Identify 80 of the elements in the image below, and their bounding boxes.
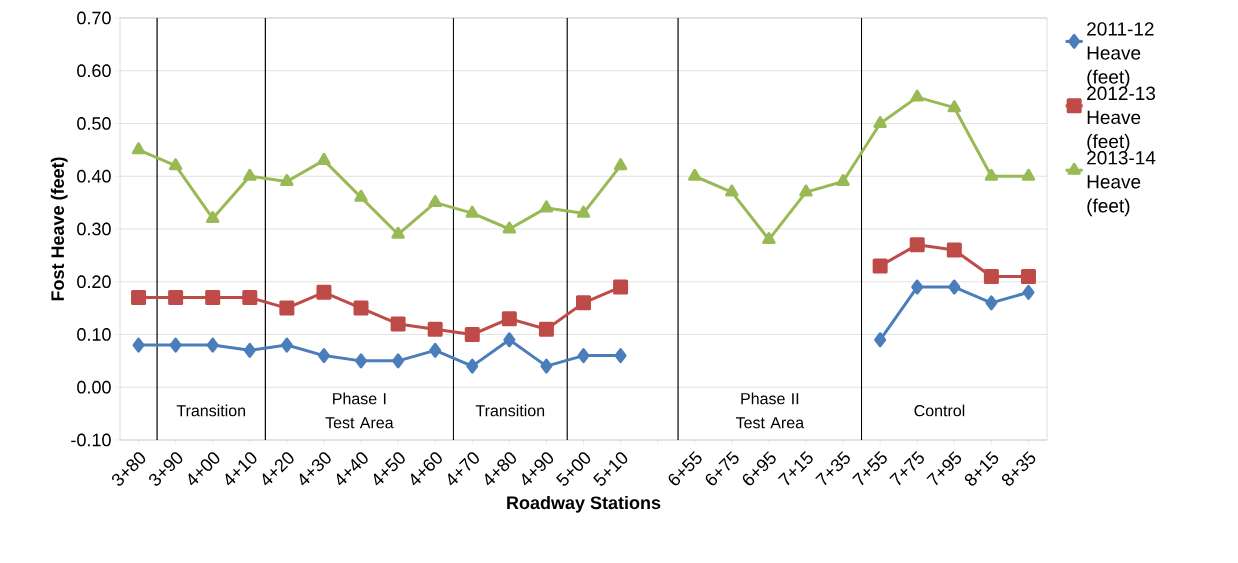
- point: [242, 290, 258, 306]
- point: [1020, 268, 1036, 284]
- point: [576, 205, 591, 218]
- point: [206, 337, 219, 353]
- point: [540, 358, 553, 374]
- point: [688, 168, 702, 181]
- point: [317, 152, 331, 165]
- point: [948, 279, 961, 295]
- point: [503, 332, 516, 348]
- point: [317, 348, 330, 364]
- point: [577, 348, 590, 364]
- point: [613, 279, 629, 295]
- point: [502, 221, 517, 234]
- point: [206, 210, 220, 223]
- legend-label: 2013-14 Heave (feet): [1087, 151, 1156, 217]
- point: [280, 174, 294, 187]
- point: [466, 358, 479, 374]
- point: [465, 205, 479, 218]
- legend-label: 2012-13 Heave (feet): [1087, 86, 1156, 152]
- point: [390, 316, 406, 332]
- point: [354, 189, 368, 202]
- point: [428, 195, 442, 208]
- y-tick-label: 0.30: [77, 222, 111, 236]
- point: [874, 332, 887, 348]
- point: [947, 100, 962, 113]
- y-tick-label: 0.70: [77, 11, 111, 25]
- point: [392, 353, 405, 369]
- point: [243, 342, 256, 358]
- y-tick-label: 0.50: [77, 117, 111, 130]
- point: [614, 348, 627, 364]
- point: [427, 321, 443, 337]
- point: [429, 342, 442, 358]
- point: [391, 226, 405, 239]
- point: [910, 89, 924, 102]
- point: [946, 242, 962, 258]
- annotation: Control: [914, 404, 965, 417]
- point: [464, 327, 480, 342]
- annotation: Transition: [475, 404, 545, 417]
- point: [501, 311, 517, 327]
- annotation: Transition: [176, 404, 245, 417]
- point: [353, 300, 369, 316]
- point: [1021, 168, 1036, 181]
- y-tick-label: 0.40: [77, 169, 111, 183]
- point: [279, 300, 295, 316]
- annotation: Phase II Test Area: [735, 392, 805, 429]
- point: [131, 142, 146, 155]
- x-axis-title: Roadway Stations: [507, 495, 661, 513]
- y-tick-label: 0.60: [77, 64, 111, 78]
- point: [984, 168, 999, 181]
- point: [836, 174, 850, 187]
- point: [243, 168, 257, 181]
- point: [539, 200, 554, 213]
- point: [168, 158, 183, 171]
- point: [613, 158, 628, 171]
- point: [576, 295, 592, 311]
- point: [799, 184, 813, 197]
- y-tick-label: 0.10: [77, 328, 111, 341]
- point: [280, 337, 293, 353]
- point: [316, 284, 332, 300]
- point: [1022, 284, 1035, 300]
- point: [169, 337, 182, 353]
- point: [538, 321, 554, 337]
- point: [873, 116, 887, 128]
- point: [132, 337, 145, 353]
- y-axis-title: Fost Heave (feet): [50, 157, 68, 301]
- point: [131, 290, 147, 306]
- y-tick-label: 0.00: [77, 380, 111, 394]
- point: [985, 295, 998, 311]
- y-tick-label: 0.20: [77, 275, 111, 289]
- point: [762, 232, 776, 245]
- point: [872, 258, 888, 274]
- point: [725, 184, 739, 197]
- annotation: Phase I Test Area: [325, 392, 394, 429]
- point: [355, 353, 368, 369]
- point: [909, 237, 925, 253]
- point: [983, 268, 999, 284]
- point: [168, 290, 184, 306]
- point: [911, 279, 924, 295]
- point: [205, 290, 221, 306]
- y-tick-label: -0.10: [71, 433, 111, 447]
